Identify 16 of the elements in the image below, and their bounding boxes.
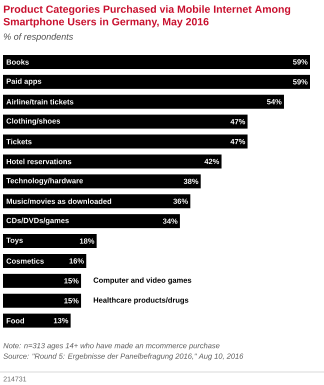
bar [3,74,310,89]
bar [3,134,248,149]
bar [3,294,82,308]
bar [3,174,201,188]
bar [3,314,71,328]
bar [3,194,190,208]
chart-title: Product Categories Purchased via Mobile Internet Among Smartphone Users in Germany, May 2016 [3,5,290,28]
bar [3,254,86,268]
bar [3,214,180,228]
bar [3,94,284,109]
bar [3,234,97,248]
bar [3,154,222,168]
chart-subtitle: % of respondents [4,33,74,42]
bar [3,274,82,288]
bar [3,114,248,129]
bar [3,54,310,69]
